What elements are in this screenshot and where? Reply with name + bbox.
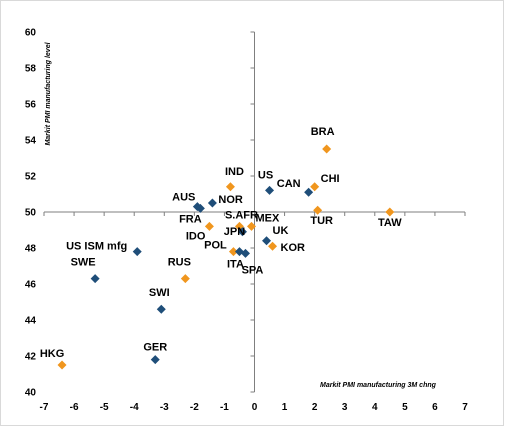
label-pol: POL <box>204 240 227 252</box>
x-tick-label: -4 <box>130 402 139 413</box>
point-can <box>304 187 314 197</box>
axes <box>43 31 466 393</box>
point-swi <box>156 304 166 314</box>
y-tick-label: 42 <box>25 352 37 363</box>
label-mex: MEX <box>255 212 280 224</box>
x-tick-label: 7 <box>462 402 468 413</box>
label-taw: TAW <box>378 217 402 229</box>
x-tick-label: -5 <box>100 402 109 413</box>
label-jpn: JPN <box>224 226 245 238</box>
y-axis-title: Markit PMI manufacturing level <box>45 41 52 145</box>
point-fra <box>195 203 205 213</box>
x-tick-label: 0 <box>252 402 258 413</box>
data-points <box>57 144 395 370</box>
y-tick-label: 52 <box>25 172 37 183</box>
y-tick-labels: 40 42 44 46 48 50 52 54 56 58 60 <box>25 28 37 399</box>
label-tur: TUR <box>310 215 333 227</box>
label-hkg: HKG <box>40 348 64 360</box>
y-tick-label: 44 <box>25 316 37 327</box>
label-aus: AUS <box>172 192 195 204</box>
label-s-afr: S.AFR <box>225 209 258 221</box>
point-mex <box>246 221 256 231</box>
point-us <box>265 185 275 195</box>
point-kor <box>268 241 278 251</box>
point-us-ism-mfg <box>132 247 142 257</box>
label-fra: FRA <box>179 213 202 225</box>
point-hkg <box>57 360 67 370</box>
chart-frame <box>0 0 504 426</box>
x-tick-labels: -7 -6 -5 -4 -3 -2 -1 0 1 2 3 4 5 6 7 <box>40 402 469 413</box>
label-us-ism-mfg: US ISM mfg <box>66 241 127 253</box>
point-spa <box>240 248 250 258</box>
label-us: US <box>258 169 273 181</box>
label-rus: RUS <box>168 257 191 269</box>
point-swe <box>90 274 100 284</box>
x-tick-label: -2 <box>190 402 199 413</box>
label-ind: IND <box>225 166 244 178</box>
y-tick-label: 58 <box>25 64 37 75</box>
label-uk: UK <box>273 225 289 237</box>
label-swe: SWE <box>71 257 96 269</box>
point-taw <box>385 207 395 217</box>
point-tur <box>313 205 323 215</box>
label-kor: KOR <box>281 242 306 254</box>
point-nor <box>207 198 217 208</box>
x-tick-label: 2 <box>312 402 318 413</box>
x-tick-label: -6 <box>70 402 79 413</box>
point-ind <box>225 182 235 192</box>
x-tick-label: 1 <box>282 402 288 413</box>
x-tick-label: 4 <box>372 402 378 413</box>
y-tick-label: 60 <box>25 28 37 39</box>
label-bra: BRA <box>311 126 335 138</box>
label-ger: GER <box>143 342 167 354</box>
point-ger <box>150 355 160 365</box>
point-bra <box>322 144 332 154</box>
point-pol <box>228 247 238 257</box>
label-swi: SWI <box>149 287 170 299</box>
label-spa: SPA <box>242 264 264 276</box>
data-labels: BRA CHI US IND CAN AUS NOR TUR TAW FRA IDO S.AFRMEX… <box>40 126 402 360</box>
label-can: CAN <box>277 178 301 190</box>
point-uk <box>262 236 272 246</box>
y-tick-label: 48 <box>25 244 37 255</box>
x-tick-label: 6 <box>432 402 438 413</box>
x-tick-label: 5 <box>402 402 408 413</box>
point-rus <box>180 274 190 284</box>
y-tick-label: 50 <box>25 208 37 219</box>
point-jpn <box>237 227 247 237</box>
y-tick-label: 56 <box>25 100 37 111</box>
point-ido <box>204 221 214 231</box>
label-nor: NOR <box>218 194 243 206</box>
y-tick-label: 46 <box>25 280 37 291</box>
x-tick-label: -3 <box>160 402 169 413</box>
x-tick-label: -1 <box>220 402 229 413</box>
label-ido: IDO <box>186 230 206 242</box>
x-axis-title: Markit PMI manufacturing 3M chng <box>320 382 437 389</box>
label-ita: ITA <box>227 259 244 271</box>
x-tick-label: 3 <box>342 402 348 413</box>
point-chi <box>310 182 320 192</box>
label-chi: CHI <box>321 173 340 185</box>
x-tick-label: -7 <box>40 402 49 413</box>
y-tick-label: 40 <box>25 388 37 399</box>
y-tick-label: 54 <box>25 136 37 147</box>
